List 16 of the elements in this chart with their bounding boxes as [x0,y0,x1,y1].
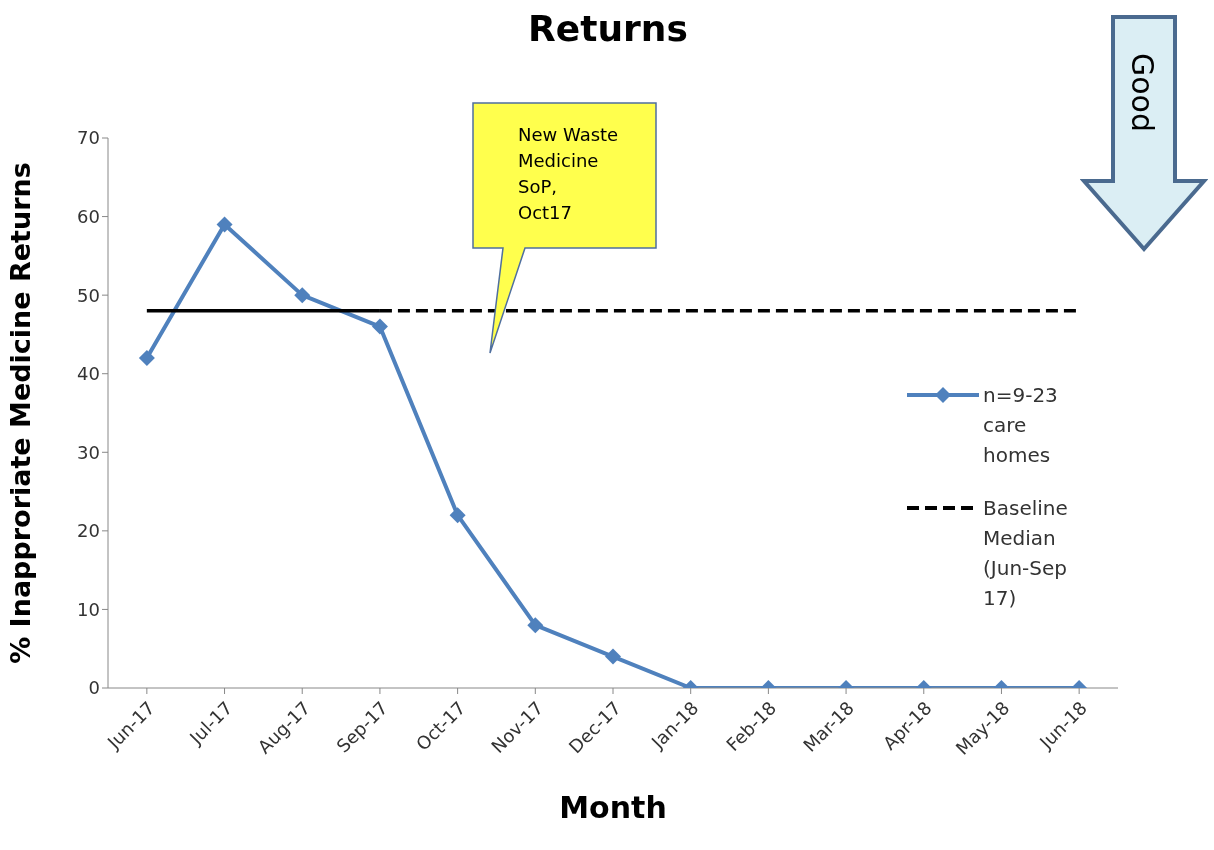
y-tick-label: 50 [77,284,100,306]
speech-bubble: New Waste Medicine SoP, Oct17 [472,102,657,354]
annotation: New Waste Medicine SoP, Oct17 [518,124,619,223]
text: Good [1125,53,1160,132]
y-tick-label: 40 [77,363,100,385]
y-tick-label: 0 [88,677,100,699]
y-axis-title: % Inapproriate Medicine Returns [4,162,36,664]
x-axis-title: Month [559,790,667,825]
legend-label: n=9-23 care homes [983,382,1059,469]
y-tick-label: 30 [77,441,100,463]
y-tick-label: 70 [77,127,100,149]
y-tick-label: 20 [77,520,100,542]
y-tick-label: 10 [77,598,100,620]
legend-label: Baseline Median (Jun-Sep 17) [983,495,1069,612]
y-tick-label: 60 [77,205,100,227]
chart-title: Returns [527,8,689,49]
